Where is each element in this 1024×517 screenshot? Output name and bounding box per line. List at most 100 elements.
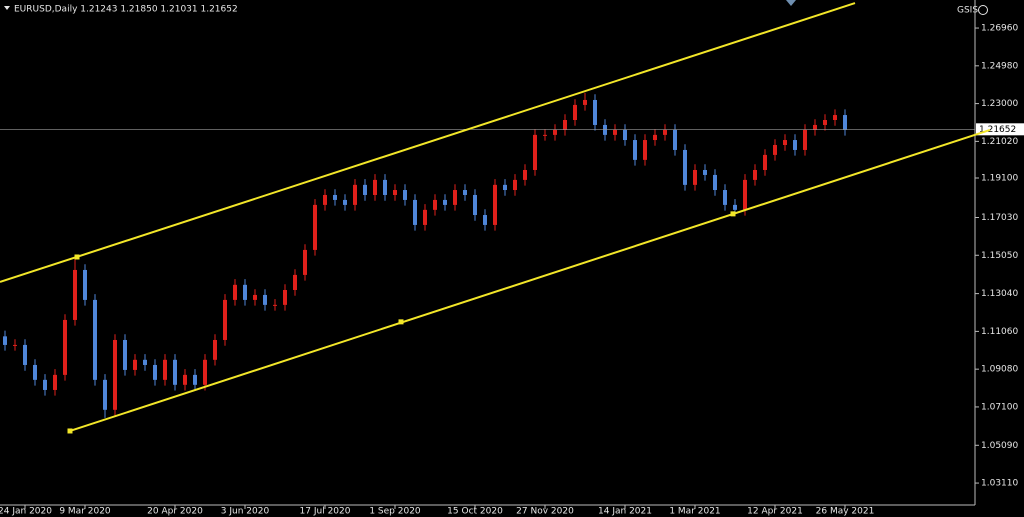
menu-icon[interactable] (4, 6, 10, 10)
candle-body (143, 359, 147, 365)
candle-body (753, 169, 757, 180)
candle-body (713, 174, 717, 191)
candle-body (33, 364, 37, 380)
candle-body (503, 184, 507, 191)
candle-body (653, 134, 657, 141)
candle-body (73, 269, 77, 320)
candle-body (223, 299, 227, 340)
candle-body (773, 144, 777, 155)
candle-body (263, 294, 267, 305)
y-tick-label: 1.15050 (981, 251, 1018, 261)
candle-body (823, 120, 827, 125)
candle-body (473, 194, 477, 216)
candle-body (393, 190, 397, 195)
candle-body (843, 115, 847, 130)
candle-body (423, 209, 427, 225)
candle-body (573, 104, 577, 121)
candle-body (803, 129, 807, 150)
candle-body (433, 199, 437, 210)
candle-body (183, 374, 187, 385)
trend-anchor (67, 428, 73, 434)
candle-body (313, 204, 317, 250)
candle-body (453, 190, 457, 205)
y-tick-label: 1.19100 (981, 173, 1018, 183)
candle-body (623, 129, 627, 141)
y-tick-label: 1.09080 (981, 365, 1018, 375)
candle-body (593, 99, 597, 125)
x-tick-label: 15 Oct 2020 (447, 507, 503, 517)
candle-body (373, 179, 377, 195)
x-tick-label: 26 May 2021 (816, 507, 875, 517)
y-tick-label: 1.21020 (981, 137, 1018, 147)
candle-body (833, 115, 837, 121)
x-tick-label: 12 Apr 2021 (747, 507, 803, 517)
current-price-box (976, 123, 1024, 136)
candle-body (633, 140, 637, 160)
candle-body (23, 344, 27, 365)
candle-body (403, 190, 407, 200)
x-tick-label: 17 Jul 2020 (300, 507, 351, 517)
candle-body (483, 215, 487, 225)
shift-marker (786, 0, 796, 6)
candle-body (703, 169, 707, 175)
trend-line (69, 128, 991, 432)
candle-body (493, 184, 497, 225)
y-tick-label: 1.11060 (981, 327, 1018, 337)
candle-body (83, 269, 87, 300)
candle-body (113, 339, 117, 410)
candle-body (523, 169, 527, 180)
candle-body (93, 299, 97, 380)
candle-body (273, 304, 277, 306)
candle-body (783, 140, 787, 145)
x-tick-label: 24 Jan 2020 (0, 507, 52, 517)
y-tick-label: 1.03110 (981, 479, 1018, 489)
trend-anchor (730, 211, 736, 217)
y-tick-label: 1.13040 (981, 289, 1018, 299)
symbol-header: EURUSD,Daily 1.21243 1.21850 1.21031 1.2… (14, 5, 238, 15)
account-badge: GSIS (957, 6, 978, 16)
y-tick-label: 1.17030 (981, 213, 1018, 223)
trend-anchor (74, 254, 80, 260)
candle-body (683, 149, 687, 185)
candle-body (133, 359, 137, 370)
y-tick-label: 1.26960 (981, 24, 1018, 34)
candle-body (3, 336, 7, 345)
candle-body (233, 284, 237, 300)
candle-body (123, 339, 127, 370)
candle-body (363, 184, 367, 195)
candle-body (253, 294, 257, 300)
candle-body (513, 179, 517, 191)
candle-body (583, 99, 587, 105)
candle-body (643, 140, 647, 160)
candle-body (343, 199, 347, 205)
candle-body (693, 169, 697, 185)
candle-body (203, 359, 207, 385)
candle-body (413, 199, 417, 225)
candle-body (173, 359, 177, 385)
candle-body (813, 124, 817, 130)
candle-body (743, 179, 747, 210)
trend-anchor (398, 319, 404, 325)
candle-body (43, 379, 47, 390)
x-tick-label: 27 Nov 2020 (516, 507, 574, 517)
candle-body (553, 129, 557, 135)
y-tick-label: 1.24980 (981, 61, 1018, 71)
x-tick-label: 20 Apr 2020 (147, 507, 203, 517)
candle-body (603, 124, 607, 135)
candle-body (13, 344, 17, 346)
candle-body (53, 374, 57, 390)
candle-body (763, 154, 767, 170)
candle-body (733, 204, 737, 210)
candle-body (63, 319, 67, 375)
trend-line (0, 2, 856, 283)
candle-body (463, 190, 467, 195)
candle-body (103, 379, 107, 410)
candle-body (793, 140, 797, 150)
candle-body (293, 274, 297, 290)
current-price-label: 1.21652 (979, 125, 1016, 135)
candle-body (383, 179, 387, 195)
x-tick-label: 3 Jun 2020 (221, 507, 270, 517)
candle-body (663, 129, 667, 135)
candle-body (153, 364, 157, 380)
